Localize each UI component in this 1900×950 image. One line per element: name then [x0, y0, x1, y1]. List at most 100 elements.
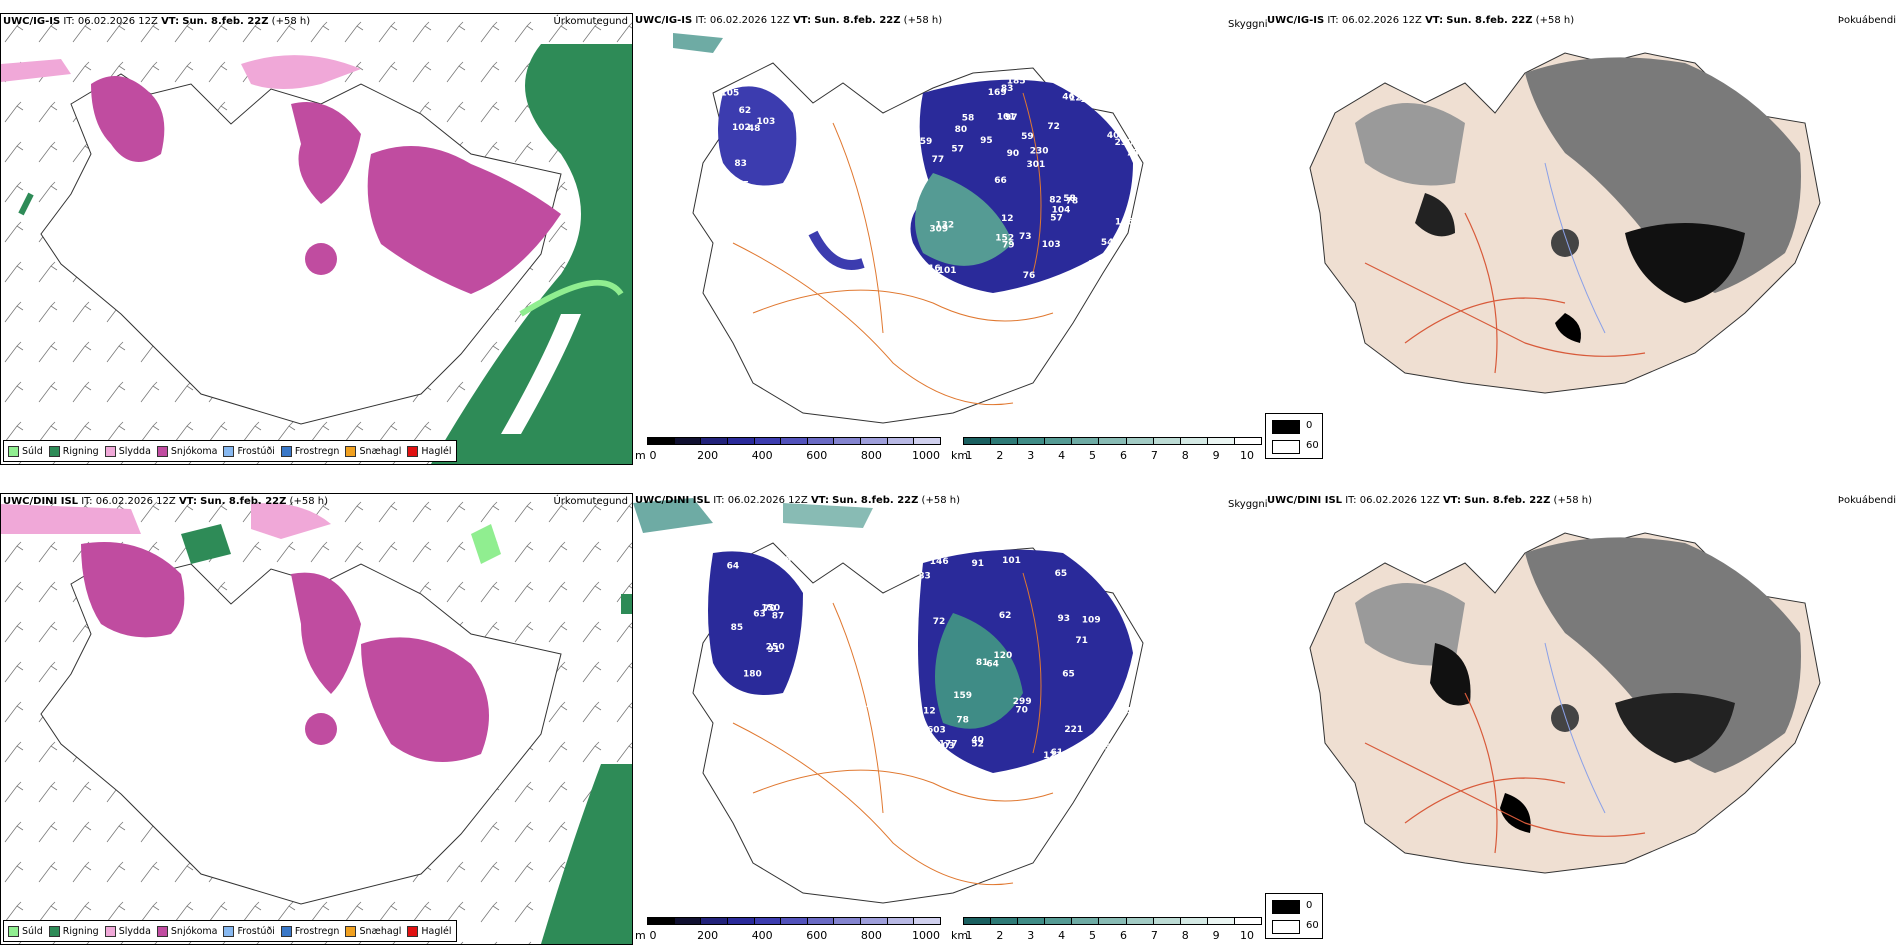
cloud-base-value: 105 [721, 89, 740, 99]
fog-legend-label: 0 [1306, 900, 1313, 911]
precip-type-map [1, 14, 632, 464]
cloud-base-value: 59 [1021, 132, 1034, 142]
cloud-base-value: 48 [748, 124, 761, 134]
colorbar-segment [647, 917, 675, 925]
cloud-base-value: 120 [920, 270, 939, 280]
colorbar-segment [726, 437, 755, 445]
colorbar-segment [700, 917, 728, 925]
cloud-base-value: 65 [719, 180, 732, 190]
cloud-base-value: 72 [933, 617, 946, 627]
colorbar-unit: km [951, 929, 969, 942]
cloud-base-value: 197 [1118, 97, 1137, 107]
legend-item: Frostúði [223, 445, 275, 457]
colorbar-segment [990, 917, 1019, 925]
legend-item: Frostúði [223, 925, 275, 937]
cloud-base-value: 159 [953, 691, 972, 701]
precip-legend: Súld Rigning Slydda Snjókoma Frostúði Frostre… [3, 440, 457, 462]
colorbar-tick-label: 9 [1212, 929, 1220, 942]
legend-label: Slydda [118, 445, 151, 457]
cloud-base-value: 103 [757, 117, 776, 127]
cloud-base-value: 152 [995, 234, 1014, 244]
legend-swatch [8, 445, 19, 457]
cloud-base-value: 230 [1115, 138, 1134, 148]
cloud-base-value: 52 [971, 740, 984, 750]
cloud-base-value: 40 [1107, 131, 1120, 141]
cloud-base-value: 185 [1007, 76, 1026, 86]
colorbar-tick-label: 5 [1089, 929, 1097, 942]
colorbar-tick-label: 1 [965, 449, 973, 462]
precip-type-panel-row1: UWC/IG-IS IT: 06.02.2026 12Z VT: Sun. 8.… [0, 13, 633, 465]
fog-index-panel-row2: UWC/DINI ISL IT: 06.02.2026 12Z VT: Sun.… [1265, 493, 1900, 945]
legend-label: Frostregn [294, 925, 340, 937]
panel-title: Þokuábendi [1837, 15, 1896, 26]
legend-swatch [223, 925, 235, 937]
legend-item: Snjókoma [156, 445, 217, 457]
cloud-base-value: 62 [739, 106, 752, 116]
colorbar-tick-label: 4 [1058, 929, 1066, 942]
cloud-base-value: 146 [930, 557, 949, 567]
colorbar-tick-label: 10 [1240, 449, 1254, 462]
legend-swatch [48, 925, 60, 937]
legend-item: Rigning [48, 445, 99, 457]
colorbar-segment [1179, 437, 1208, 445]
cloud-base-value: 5 [743, 180, 749, 190]
cloud-base-value: 104 [1052, 206, 1071, 216]
cloud-base-value: 58 [962, 113, 975, 123]
legend-item: Frostregn [280, 445, 339, 457]
cloud-base-value: 120 [1069, 93, 1088, 103]
colorbar-tick-label: 3 [1027, 449, 1035, 462]
cloud-base-value: 63 [1107, 104, 1120, 114]
cloud-base-value: 95 [980, 136, 993, 146]
cloud-base-value: 177 [939, 740, 958, 750]
colorbar-segment [647, 437, 675, 445]
cloud-base-value: 603 [927, 725, 946, 735]
cloud-base-value: 77 [932, 155, 945, 165]
colorbar-segment [673, 437, 702, 445]
legend-swatch [345, 445, 357, 457]
cloud-base-value: 67 [818, 263, 831, 273]
fog-legend: 0 60 [1265, 893, 1323, 939]
colorbar-segment [963, 437, 992, 445]
cloud-base-value: 115 [723, 194, 742, 204]
cloud-base-value: 234 [833, 748, 852, 758]
cloud-base-map: 171 77 63 66 72 73 101 59 132 95 65 82 97 230 78 105 83 7… [673, 33, 1144, 424]
cloud-base-value: 241 [760, 71, 779, 81]
legend-item: Snjókoma [156, 925, 217, 937]
cloud-base-value: 73 [1019, 232, 1032, 242]
colorbar-segment [753, 917, 782, 925]
cloud-base-value: 112 [917, 706, 936, 716]
panel-header: UWC/IG-IS IT: 06.02.2026 12Z VT: Sun. 8.… [635, 15, 943, 26]
cloud-base-value: 78 [1066, 197, 1079, 207]
cloud-base-value: 93 [1058, 614, 1071, 624]
legend-label: Súld [22, 925, 43, 937]
cloud-base-value: 71 [1075, 636, 1088, 646]
cloud-base-value: 49 [1087, 260, 1100, 270]
colorbar-segment [1206, 917, 1235, 925]
colorbar-tick-label: 6 [1119, 449, 1127, 462]
cloud-base-value: 116 [922, 264, 941, 274]
colorbar-tick-label: 5 [1089, 449, 1097, 462]
colorbar-tick-label: 7 [1150, 929, 1158, 942]
cloud-base-value: 122 [828, 239, 847, 249]
cloud-base-value: 73 [1126, 149, 1139, 159]
colorbar-segment [1152, 917, 1181, 925]
colorbar-segment [780, 917, 808, 925]
legend-swatch [156, 445, 168, 457]
cloud-base-value: 158 [1121, 707, 1140, 717]
cloud-base-value: 299 [1013, 697, 1032, 707]
cloud-base-value: 65 [1055, 569, 1068, 579]
colorbar-segment [860, 917, 888, 925]
legend-item: Slydda [104, 445, 151, 457]
cloud-base-value: 54 [1101, 238, 1114, 248]
colorbar-segment [1098, 437, 1127, 445]
cloud-base-value: 54 [1105, 743, 1118, 753]
fog-legend-swatch [1272, 420, 1300, 434]
colorbar-segment [806, 917, 835, 925]
panel-header: UWC/IG-IS IT: 06.02.2026 12Z VT: Sun. 8.… [3, 16, 311, 27]
cloud-base-value: 59 [920, 137, 933, 147]
colorbar-tick-label: 0 [649, 929, 657, 942]
panel-header: UWC/DINI ISL IT: 06.02.2026 12Z VT: Sun.… [1267, 495, 1592, 506]
cloud-base-value: 132 [935, 221, 954, 231]
colorbar-tick-label: 8 [1181, 449, 1189, 462]
fog-legend-swatch [1272, 900, 1300, 914]
